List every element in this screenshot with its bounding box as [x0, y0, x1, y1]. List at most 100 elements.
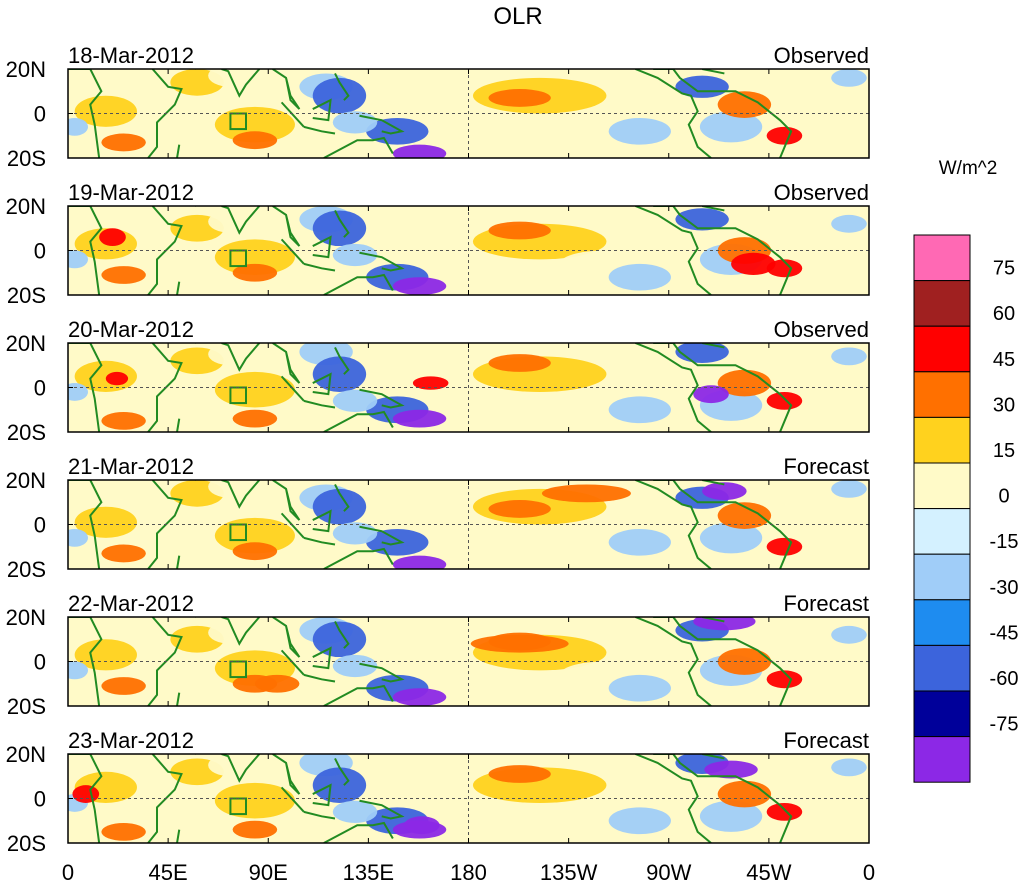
coastline [303, 399, 336, 409]
panel-type: Forecast [783, 454, 869, 479]
coastline [653, 206, 793, 295]
anomaly-blob [488, 500, 551, 518]
coastline [323, 821, 394, 843]
coastline [312, 509, 332, 533]
anomaly-blob [766, 126, 803, 145]
anomaly-blob [608, 117, 671, 145]
coastline [176, 829, 181, 843]
coastline [221, 754, 261, 783]
anomaly-blob [101, 822, 146, 841]
colorbar-label: 15 [993, 440, 1015, 462]
units-label: W/m^2 [939, 158, 998, 179]
anomaly-blob [766, 802, 803, 821]
coastline [312, 235, 332, 259]
anomaly-blob [68, 528, 89, 547]
coastline [653, 617, 793, 706]
coastline [323, 410, 394, 432]
anomaly-blob [766, 537, 803, 556]
lat-label: 0 [34, 376, 46, 401]
colorbar-label: -75 [990, 714, 1019, 736]
anomaly-blob [675, 75, 729, 98]
anomaly-blob [312, 621, 367, 658]
coastline [272, 206, 301, 247]
coastline [147, 754, 183, 843]
lat-label: 20N [6, 742, 46, 767]
lat-label: 20S [7, 831, 46, 856]
lat-label: 20S [7, 557, 46, 582]
anomaly-blob [608, 674, 671, 702]
anomaly-blob [412, 376, 449, 390]
colorbar-label: 60 [993, 303, 1015, 325]
anomaly-blob [392, 555, 447, 569]
anomaly-field [68, 480, 867, 569]
coastline [323, 547, 394, 569]
coastline [176, 692, 181, 706]
colorbar-segment [913, 234, 971, 282]
lon-label: 45W [746, 860, 791, 885]
panels: 18-Mar-2012 Observed 20N 0 20S 19-Mar-2012 Obs… [6, 43, 870, 856]
anomaly-blob [208, 754, 253, 777]
coastline [272, 69, 301, 110]
colorbar-segment [913, 280, 971, 327]
anomaly-blob [831, 347, 867, 366]
lon-label: 135W [540, 860, 598, 885]
anomaly-blob [68, 250, 89, 269]
lat-label: 20S [7, 420, 46, 445]
anomaly-blob [831, 758, 867, 777]
anomaly-blob [488, 765, 551, 783]
anomaly-blob [403, 816, 440, 835]
coastline [635, 206, 712, 295]
lon-label: 0 [863, 860, 875, 885]
coastline [653, 480, 793, 569]
coastline [272, 617, 301, 658]
colorbar-label: 0 [998, 486, 1009, 508]
colorbar-segment [913, 736, 971, 783]
coastline [176, 281, 181, 295]
coastline [334, 621, 350, 649]
map-panel: 23-Mar-2012 Forecast 20N 0 20S [6, 728, 870, 856]
anomaly-field [68, 69, 867, 158]
lat-label: 0 [34, 102, 46, 127]
coastline [280, 238, 305, 265]
coastline [221, 480, 261, 509]
anomaly-blob [68, 383, 89, 401]
anomaly-blob [99, 228, 126, 247]
coastline [359, 525, 405, 546]
coastline [653, 69, 793, 158]
anomaly-blob [312, 488, 367, 525]
coastline [323, 136, 394, 158]
anomaly-field [68, 617, 867, 706]
anomaly-blob [332, 800, 378, 823]
coastline [147, 343, 183, 432]
coastline [635, 754, 712, 843]
anomaly-field [68, 754, 867, 843]
colorbar-segment [913, 690, 971, 738]
anomaly-blob [782, 621, 836, 649]
coastline [221, 617, 261, 646]
anomaly-blob [488, 89, 551, 107]
anomaly-blob [608, 263, 671, 291]
coastline [303, 673, 336, 683]
anomaly-blob [782, 767, 836, 795]
colorbar-segment [913, 599, 971, 646]
anomaly-blob [488, 221, 551, 240]
anomaly-blob [214, 517, 295, 554]
colorbar-label: 75 [993, 258, 1015, 280]
coastline [147, 206, 183, 295]
panel-type: Forecast [783, 591, 869, 616]
anomaly-blob [232, 542, 278, 561]
lat-label: 20S [7, 694, 46, 719]
anomaly-blob [693, 385, 729, 404]
anomaly-blob [332, 243, 378, 267]
coastline [68, 343, 103, 432]
colorbar-segment [913, 508, 971, 555]
coastline [280, 786, 305, 813]
anomaly-blob [332, 111, 378, 134]
coastline [323, 684, 394, 706]
coastline [653, 754, 793, 843]
coastline [334, 210, 350, 238]
coastline [635, 480, 712, 569]
coastline [68, 206, 103, 295]
coastline [334, 73, 350, 101]
